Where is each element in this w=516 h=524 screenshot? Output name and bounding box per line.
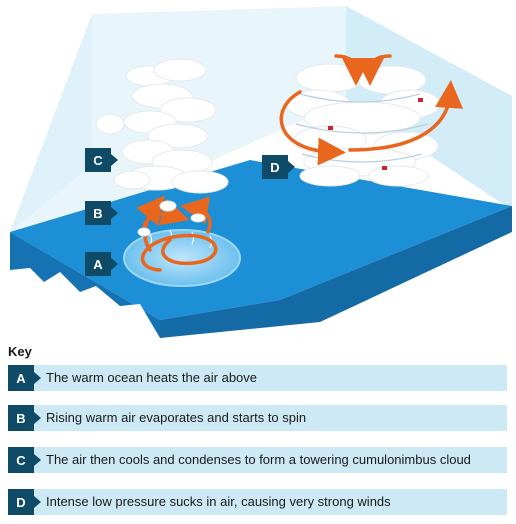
hurricane-inflow-arrows xyxy=(279,54,464,166)
key-item-d: D Intense low pressure sucks in air, cau… xyxy=(8,489,507,515)
label-c: C xyxy=(85,148,118,172)
key-title: Key xyxy=(8,344,32,359)
ocean-right-side xyxy=(160,206,512,338)
label-b: B xyxy=(85,201,118,225)
key-text-a: The warm ocean heats the air above xyxy=(46,370,258,385)
sky-left-wall xyxy=(10,14,92,232)
label-a: A xyxy=(85,252,118,276)
key-letter-b: B xyxy=(8,405,41,431)
label-d: D xyxy=(262,155,295,179)
hurricane-formation-diagram xyxy=(10,6,512,338)
key-letter-d: D xyxy=(8,489,41,515)
key-text-c: The air then cools and condenses to form… xyxy=(46,452,471,467)
ocean-surface xyxy=(10,160,512,320)
key-item-c: C The air then cools and condenses to fo… xyxy=(8,447,507,473)
key-item-b: B Rising warm air evaporates and starts … xyxy=(8,405,507,431)
key-letter-c: C xyxy=(8,447,41,473)
cumulonimbus-cloud xyxy=(95,58,229,194)
debris xyxy=(328,98,423,170)
hurricane-wind-lines xyxy=(295,93,429,163)
ocean-edge-jagged xyxy=(10,268,160,338)
key-letter-a: A xyxy=(8,365,41,391)
key-text-d: Intense low pressure sucks in air, causi… xyxy=(46,494,391,509)
key-item-a: A The warm ocean heats the air above xyxy=(8,365,507,391)
key-text-b: Rising warm air evaporates and starts to… xyxy=(46,410,307,425)
small-clouds-b xyxy=(137,200,206,237)
